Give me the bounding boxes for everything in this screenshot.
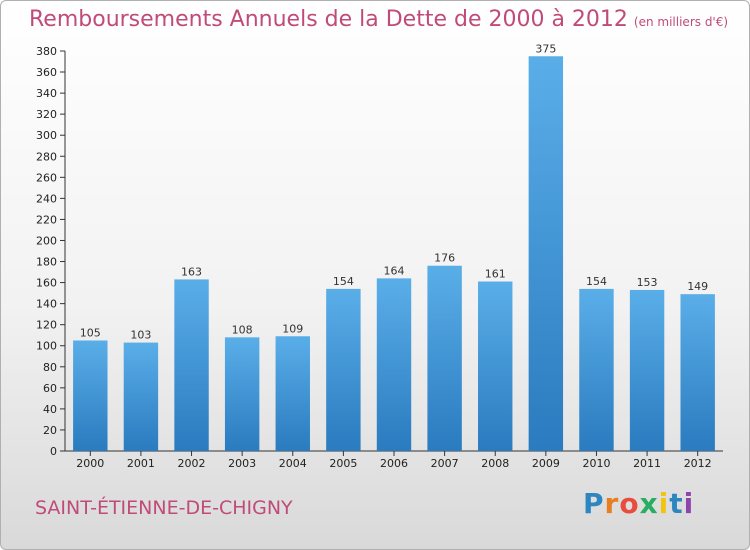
logo-letter: x [639, 487, 659, 520]
x-tick-label: 2005 [329, 457, 357, 470]
bar [123, 342, 159, 451]
bar [174, 279, 209, 451]
bar [528, 56, 564, 452]
y-tick-label: 260 [36, 171, 57, 184]
logo-letter: r [604, 487, 620, 520]
axes: 0 20 40 60 80 100 120 140 160 180 200 220 240 260 280 3… [36, 45, 723, 470]
title-text: Remboursements Annuels de la Dette de 20… [29, 7, 628, 32]
bar-value-label: 149 [687, 280, 708, 293]
bars: 105 103 163 108 109 154 164 176 161 375 154 153 149 [73, 42, 715, 452]
y-tick-label: 60 [43, 382, 57, 395]
y-tick-label: 160 [36, 277, 57, 290]
y-tick-label: 20 [43, 424, 57, 437]
bar [427, 265, 462, 451]
y-tick-label: 120 [36, 319, 57, 332]
unit-label: (en milliers d'€) [633, 15, 729, 29]
bar [579, 288, 614, 451]
x-tick-label: 2008 [481, 457, 509, 470]
bar-value-label: 109 [282, 322, 303, 335]
proxiti-logo: Proxiti [583, 487, 694, 520]
bar [376, 278, 412, 451]
x-tick-label: 2004 [279, 457, 307, 470]
y-tick-label: 360 [36, 66, 57, 79]
x-tick-label: 2002 [178, 457, 206, 470]
y-tick-label: 40 [43, 403, 57, 416]
bar-value-label: 161 [485, 268, 506, 281]
bar [275, 336, 310, 451]
logo-letter: i [683, 487, 695, 520]
bar-value-label: 103 [130, 329, 151, 342]
bar [73, 340, 108, 451]
logo-letter: i [658, 487, 670, 520]
y-tick-label: 240 [36, 192, 57, 205]
y-tick-label: 300 [36, 129, 57, 142]
x-tick-label: 2012 [684, 457, 712, 470]
bar-value-label: 108 [232, 323, 253, 336]
y-tick-label: 320 [36, 108, 57, 121]
logo-letter: o [619, 487, 640, 520]
bar-value-label: 375 [535, 42, 556, 55]
bar-value-label: 154 [333, 275, 354, 288]
logo-letter: P [583, 487, 605, 520]
x-tick-label: 2010 [582, 457, 610, 470]
bar-value-label: 176 [434, 252, 455, 265]
bar-value-label: 164 [384, 264, 405, 277]
chart-title: Remboursements Annuels de la Dette de 20… [29, 7, 728, 32]
x-tick-label: 2006 [380, 457, 408, 470]
y-tick-label: 220 [36, 213, 57, 226]
y-tick-label: 200 [36, 234, 57, 247]
y-tick-label: 100 [36, 340, 57, 353]
y-tick-label: 280 [36, 150, 57, 163]
y-tick-label: 180 [36, 256, 57, 269]
x-tick-label: 2007 [431, 457, 459, 470]
y-tick-label: 340 [36, 87, 57, 100]
bar-value-label: 154 [586, 275, 607, 288]
bar-value-label: 163 [181, 265, 202, 278]
x-tick-label: 2009 [532, 457, 560, 470]
bar-value-label: 105 [80, 326, 101, 339]
y-tick-label: 0 [50, 445, 57, 458]
bar-value-label: 153 [637, 276, 658, 289]
bar [629, 289, 665, 451]
y-tick-label: 380 [36, 45, 57, 58]
bar [224, 337, 260, 451]
y-tick-label: 80 [43, 361, 57, 374]
x-tick-label: 2011 [633, 457, 661, 470]
bar [326, 288, 361, 451]
place-name: SAINT-ÉTIENNE-DE-CHIGNY [35, 497, 293, 519]
logo-letter: t [669, 487, 684, 520]
x-tick-label: 2000 [76, 457, 104, 470]
x-tick-label: 2001 [127, 457, 155, 470]
x-tick-label: 2003 [228, 457, 256, 470]
y-tick-label: 140 [36, 298, 57, 311]
bar [478, 281, 513, 451]
bar [680, 294, 715, 451]
